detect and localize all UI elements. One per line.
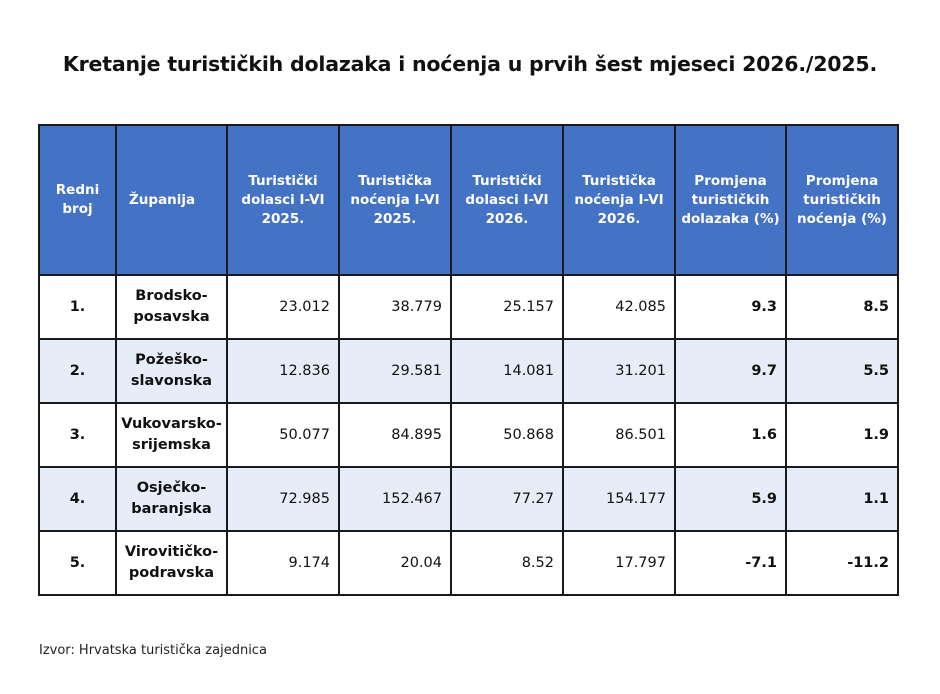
cell-promjena-nocenja: 5.5 bbox=[785, 338, 899, 404]
table-title: Kretanje turističkih dolazaka i noćenja … bbox=[62, 52, 878, 76]
cell-dolasci-2025: 23.012 bbox=[226, 274, 340, 340]
cell-redni-broj: 1. bbox=[38, 274, 117, 340]
cell-zupanija: Osječko-baranjska bbox=[115, 466, 228, 532]
header-nocenja-2026: Turistička noćenja I-VI 2026. bbox=[562, 124, 676, 276]
cell-nocenja-2025: 29.581 bbox=[338, 338, 452, 404]
cell-redni-broj: 5. bbox=[38, 530, 117, 596]
header-promjena-dolazaka: Promjena turističkih dolazaka (%) bbox=[674, 124, 787, 276]
cell-nocenja-2025: 152.467 bbox=[338, 466, 452, 532]
cell-dolasci-2025: 12.836 bbox=[226, 338, 340, 404]
cell-nocenja-2025: 84.895 bbox=[338, 402, 452, 468]
cell-promjena-dolazaka: 1.6 bbox=[674, 402, 787, 468]
table-header-row: Redni broj Županija Turistički dolasci I… bbox=[38, 124, 899, 276]
table-row: 2. Požeško-slavonska 12.836 29.581 14.08… bbox=[38, 338, 899, 404]
cell-dolasci-2026: 25.157 bbox=[450, 274, 564, 340]
cell-promjena-dolazaka: 9.3 bbox=[674, 274, 787, 340]
cell-nocenja-2026: 31.201 bbox=[562, 338, 676, 404]
header-zupanija: Županija bbox=[115, 124, 228, 276]
cell-dolasci-2026: 50.868 bbox=[450, 402, 564, 468]
header-redni-broj: Redni broj bbox=[38, 124, 117, 276]
cell-dolasci-2026: 14.081 bbox=[450, 338, 564, 404]
cell-zupanija: Vukovarsko-srijemska bbox=[115, 402, 228, 468]
cell-promjena-nocenja: 1.1 bbox=[785, 466, 899, 532]
cell-dolasci-2026: 77.27 bbox=[450, 466, 564, 532]
cell-nocenja-2026: 17.797 bbox=[562, 530, 676, 596]
cell-redni-broj: 4. bbox=[38, 466, 117, 532]
header-nocenja-2025: Turistička noćenja I-VI 2025. bbox=[338, 124, 452, 276]
cell-zupanija: Virovitičko-podravska bbox=[115, 530, 228, 596]
tourism-table: Redni broj Županija Turistički dolasci I… bbox=[38, 124, 899, 596]
header-dolasci-2025: Turistički dolasci I-VI 2025. bbox=[226, 124, 340, 276]
cell-redni-broj: 2. bbox=[38, 338, 117, 404]
cell-redni-broj: 3. bbox=[38, 402, 117, 468]
cell-promjena-nocenja: 1.9 bbox=[785, 402, 899, 468]
cell-promjena-dolazaka: 5.9 bbox=[674, 466, 787, 532]
cell-dolasci-2025: 72.985 bbox=[226, 466, 340, 532]
cell-dolasci-2025: 50.077 bbox=[226, 402, 340, 468]
cell-promjena-dolazaka: -7.1 bbox=[674, 530, 787, 596]
cell-nocenja-2026: 42.085 bbox=[562, 274, 676, 340]
cell-promjena-nocenja: -11.2 bbox=[785, 530, 899, 596]
cell-promjena-nocenja: 8.5 bbox=[785, 274, 899, 340]
header-promjena-nocenja: Promjena turističkih noćenja (%) bbox=[785, 124, 899, 276]
cell-nocenja-2025: 38.779 bbox=[338, 274, 452, 340]
cell-nocenja-2025: 20.04 bbox=[338, 530, 452, 596]
table-row: 3. Vukovarsko-srijemska 50.077 84.895 50… bbox=[38, 402, 899, 468]
cell-dolasci-2026: 8.52 bbox=[450, 530, 564, 596]
table-row: 5. Virovitičko-podravska 9.174 20.04 8.5… bbox=[38, 530, 899, 596]
cell-nocenja-2026: 86.501 bbox=[562, 402, 676, 468]
cell-promjena-dolazaka: 9.7 bbox=[674, 338, 787, 404]
cell-nocenja-2026: 154.177 bbox=[562, 466, 676, 532]
cell-dolasci-2025: 9.174 bbox=[226, 530, 340, 596]
cell-zupanija: Brodsko-posavska bbox=[115, 274, 228, 340]
table-row: 1. Brodsko-posavska 23.012 38.779 25.157… bbox=[38, 274, 899, 340]
source-note: Izvor: Hrvatska turistička zajednica bbox=[39, 643, 267, 658]
cell-zupanija: Požeško-slavonska bbox=[115, 338, 228, 404]
header-dolasci-2026: Turistički dolasci I-VI 2026. bbox=[450, 124, 564, 276]
table-row: 4. Osječko-baranjska 72.985 152.467 77.2… bbox=[38, 466, 899, 532]
